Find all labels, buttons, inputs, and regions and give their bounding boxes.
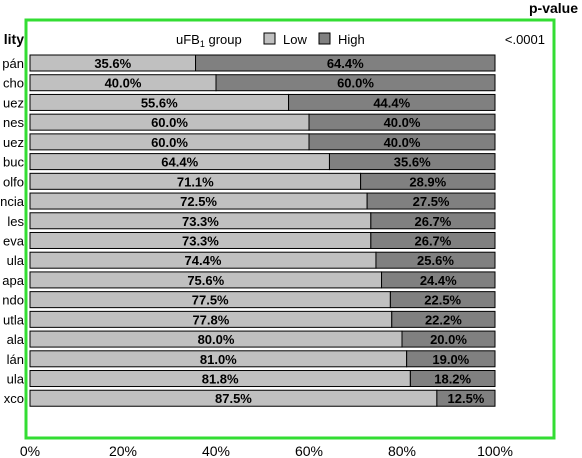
bar-high — [389, 291, 496, 309]
bar-label-high: 28.9% — [409, 174, 446, 189]
bar-label-high: 40.0% — [384, 135, 421, 150]
bar-high — [370, 231, 496, 249]
bar-label-high: 26.7% — [414, 214, 451, 229]
category-label: buc — [3, 155, 24, 170]
category-axis-title: lity — [4, 31, 24, 47]
category-label: nes — [3, 115, 24, 130]
bar-label-low: 87.5% — [215, 391, 252, 406]
bar-label-low: 60.0% — [151, 115, 188, 130]
bar-label-high: 22.2% — [425, 312, 462, 327]
bar-label-low: 72.5% — [180, 194, 217, 209]
bar-label-low: 81.0% — [200, 352, 237, 367]
x-tick-label: 0% — [20, 443, 40, 458]
category-label: ncia — [0, 194, 25, 209]
bar-label-low: 81.8% — [202, 372, 239, 387]
pvalue-value: <.0001 — [505, 32, 545, 47]
bar-label-high: 20.0% — [430, 332, 467, 347]
bar-high — [366, 192, 496, 210]
bar-label-high: 19.0% — [432, 352, 469, 367]
bar-high — [308, 113, 496, 131]
bar-label-low: 73.3% — [182, 233, 219, 248]
legend-title-rest: group — [205, 32, 242, 47]
bar-label-low: 60.0% — [151, 135, 188, 150]
category-label: les — [7, 214, 24, 229]
legend-swatch-low — [263, 32, 276, 45]
bar-high — [360, 172, 496, 190]
bars: 35.6% 64.4% 40.0% 60.0% 55.6% 44.4% 60.0% 40.0%… — [29, 54, 496, 407]
legend-label-high: High — [338, 32, 365, 47]
x-tick-label: 20% — [109, 443, 137, 458]
x-axis-ticks: 0% 20% 40% 60% 80% 100% — [20, 443, 513, 458]
category-label: ala — [7, 332, 25, 347]
bar-label-low: 35.6% — [94, 56, 131, 71]
category-labels: pán cho uez nes uez buc olfo ncia les eva ula apa nd… — [0, 56, 25, 406]
bar-high — [391, 310, 496, 328]
bar-label-high: 24.4% — [420, 273, 457, 288]
category-label: ula — [7, 253, 25, 268]
bar-label-high: 44.4% — [373, 95, 410, 110]
legend: uFB1 group Low High — [176, 32, 365, 49]
legend-swatch-high — [318, 32, 331, 45]
pvalue-title: p-value — [529, 0, 578, 16]
bar-label-high: 18.2% — [434, 372, 471, 387]
bar-high — [328, 153, 496, 171]
x-tick-label: 40% — [202, 443, 230, 458]
category-label: uez — [3, 95, 24, 110]
bar-high — [288, 93, 496, 111]
legend-title: uFB1 group — [176, 32, 242, 49]
category-label: lán — [7, 352, 24, 367]
category-label: cho — [3, 76, 24, 91]
bar-label-low: 55.6% — [141, 95, 178, 110]
category-label: ula — [7, 372, 25, 387]
category-label: pán — [2, 56, 24, 71]
bar-label-high: 40.0% — [384, 115, 421, 130]
bar-label-low: 77.8% — [192, 312, 229, 327]
bar-label-high: 12.5% — [448, 391, 485, 406]
bar-high — [406, 350, 496, 368]
bar-label-high: 27.5% — [413, 194, 450, 209]
bar-label-low: 75.6% — [187, 273, 224, 288]
bar-label-low: 71.1% — [177, 174, 214, 189]
category-label: ndo — [2, 293, 24, 308]
bar-label-low: 40.0% — [105, 76, 142, 91]
bar-high — [308, 133, 496, 151]
legend-title-sub: 1 — [200, 39, 205, 49]
bar-high — [436, 389, 496, 407]
bar-label-high: 26.7% — [414, 233, 451, 248]
bar-label-low: 73.3% — [182, 214, 219, 229]
category-label: olfo — [3, 174, 24, 189]
bar-high — [195, 54, 496, 72]
bar-label-high: 35.6% — [394, 155, 431, 170]
bar-label-low: 64.4% — [161, 155, 198, 170]
bar-label-high: 22.5% — [424, 293, 461, 308]
category-label: uez — [3, 135, 24, 150]
category-label: xco — [4, 391, 24, 406]
category-label: apa — [2, 273, 24, 288]
x-tick-label: 60% — [295, 443, 323, 458]
bar-label-low: 80.0% — [198, 332, 235, 347]
bar-high — [381, 271, 496, 289]
bar-high — [370, 212, 496, 230]
bar-high — [401, 330, 496, 348]
category-label: eva — [3, 233, 25, 248]
bar-label-low: 74.4% — [185, 253, 222, 268]
x-tick-label: 80% — [388, 443, 416, 458]
x-tick-label: 100% — [477, 443, 513, 458]
legend-title-main: uFB — [176, 32, 200, 47]
bar-label-high: 64.4% — [327, 56, 364, 71]
bar-label-high: 25.6% — [417, 253, 454, 268]
bar-high — [215, 74, 496, 92]
category-label: utla — [3, 312, 25, 327]
bar-label-low: 77.5% — [192, 293, 229, 308]
legend-label-low: Low — [283, 32, 307, 47]
bar-high — [409, 370, 496, 388]
bar-label-high: 60.0% — [337, 76, 374, 91]
bar-high — [375, 251, 496, 269]
